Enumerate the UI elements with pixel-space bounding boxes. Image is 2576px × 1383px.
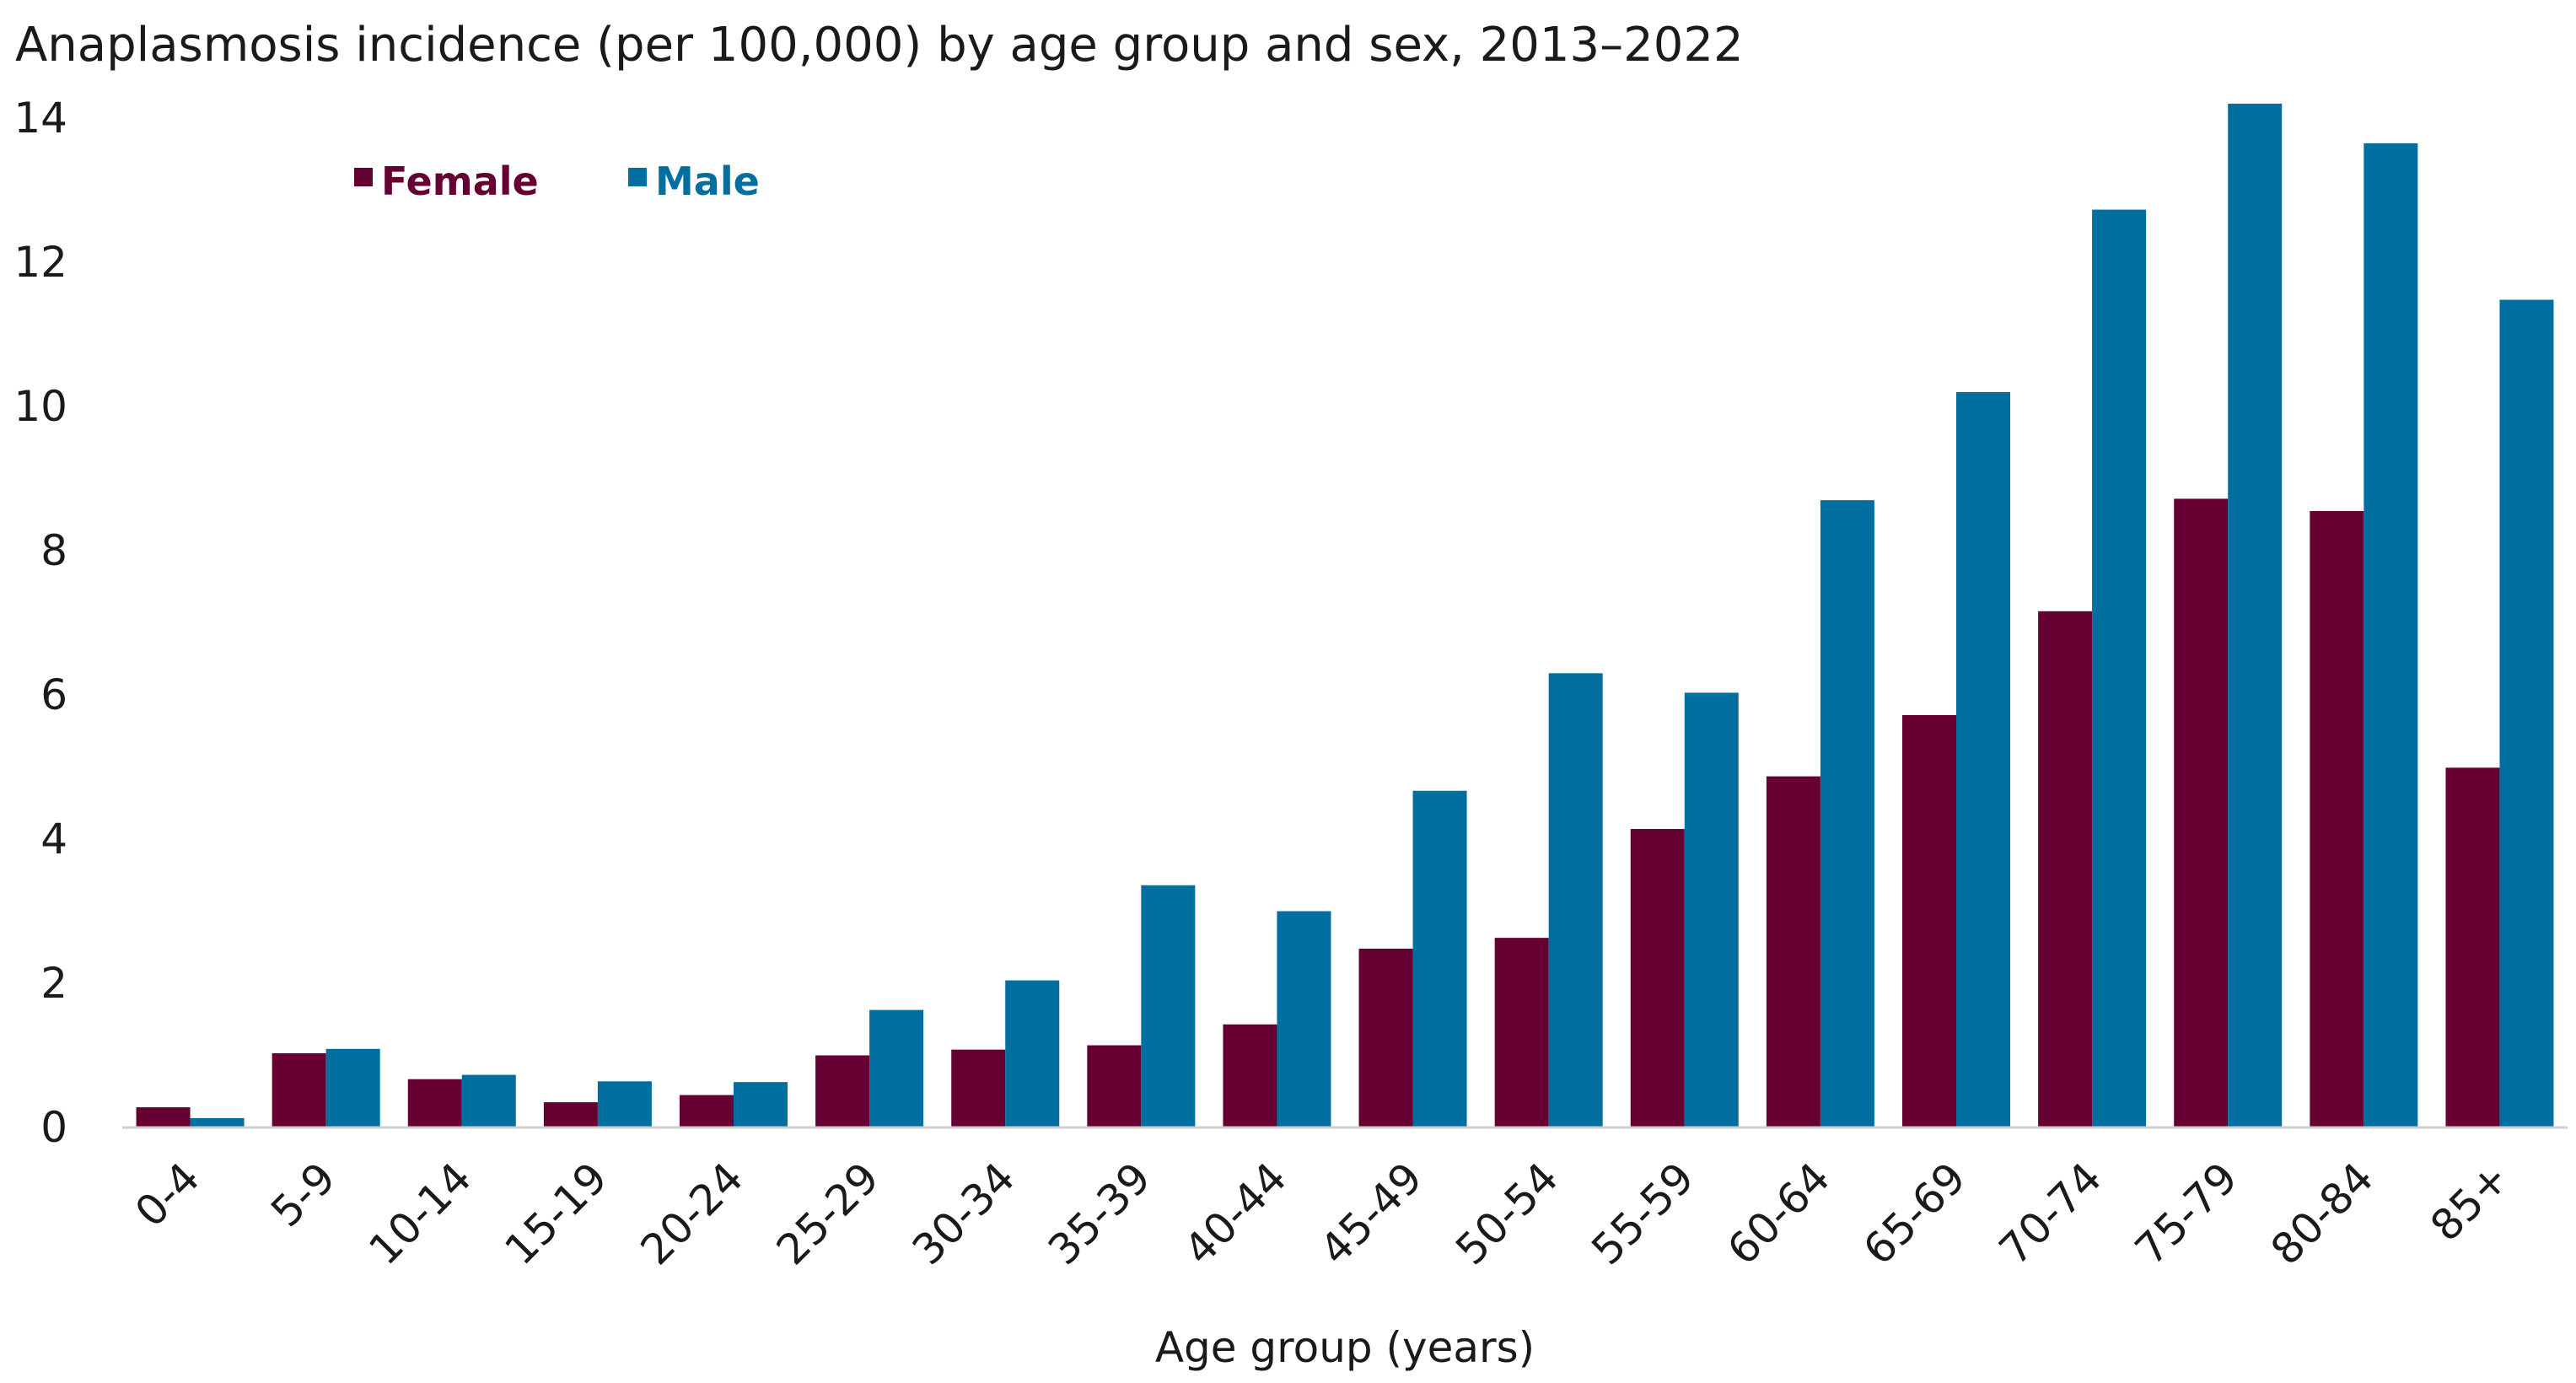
- bar-female-0-4: [136, 1107, 191, 1127]
- x-tick-label: 45-49: [1310, 1153, 1432, 1274]
- x-tick-label: 25-29: [767, 1153, 889, 1274]
- bar-male-25-29: [869, 1009, 924, 1127]
- bar-male-65-69: [1956, 391, 2010, 1127]
- legend-swatch-female: [354, 168, 373, 186]
- bar-female-40-44: [1223, 1024, 1277, 1127]
- bar-male-55-59: [1684, 692, 1739, 1127]
- x-tick-label: 80-84: [2261, 1153, 2383, 1274]
- y-tick-label: 10: [13, 382, 67, 431]
- bar-male-50-54: [1548, 673, 1603, 1127]
- bar-female-35-39: [1087, 1045, 1142, 1127]
- bar-female-70-74: [2038, 611, 2093, 1127]
- y-tick-label: 0: [40, 1103, 67, 1152]
- y-tick-label: 14: [13, 94, 67, 143]
- legend-swatch-male: [628, 168, 647, 186]
- y-tick-label: 4: [40, 815, 67, 864]
- bar-female-55-59: [1630, 829, 1685, 1127]
- legend: Female Male: [354, 159, 760, 204]
- bar-female-25-29: [815, 1055, 870, 1127]
- bar-female-75-79: [2174, 498, 2229, 1127]
- bar-female-5-9: [272, 1052, 326, 1127]
- y-tick-label: 2: [40, 959, 67, 1008]
- bars: [136, 103, 2554, 1128]
- x-tick-label: 15-19: [496, 1153, 617, 1274]
- bar-female-20-24: [680, 1095, 734, 1127]
- y-tick-label: 6: [40, 670, 67, 719]
- y-tick-label: 12: [13, 238, 67, 287]
- x-tick-label: 5-9: [261, 1153, 345, 1236]
- x-axis-ticks: 0-4 5-9 10-14 15-19 20-24 25-29 30-34 35-39 40-4…: [126, 1153, 2519, 1274]
- bar-female-80-84: [2310, 510, 2364, 1127]
- x-tick-label: 0-4: [126, 1153, 209, 1236]
- bar-male-10-14: [461, 1074, 516, 1127]
- bar-male-85+: [2499, 299, 2554, 1128]
- bar-male-15-19: [597, 1081, 652, 1127]
- x-tick-label: 20-24: [632, 1153, 753, 1274]
- y-axis-ticks: 0 2 4 6 8 10 12 14: [13, 94, 67, 1152]
- x-tick-label: 55-59: [1583, 1153, 1704, 1274]
- legend-label-male: Male: [655, 159, 760, 204]
- bar-male-20-24: [734, 1082, 788, 1127]
- bar-female-65-69: [1902, 714, 1956, 1127]
- x-tick-label: 30-34: [903, 1153, 1024, 1274]
- bar-male-45-49: [1412, 790, 1467, 1127]
- bar-female-85+: [2445, 767, 2500, 1127]
- bar-male-0-4: [190, 1117, 245, 1127]
- y-tick-label: 8: [40, 526, 67, 575]
- bar-male-5-9: [325, 1048, 380, 1127]
- legend-label-female: Female: [381, 159, 539, 204]
- bar-male-30-34: [1005, 980, 1060, 1127]
- x-tick-label: 50-54: [1446, 1153, 1568, 1274]
- bar-female-15-19: [543, 1102, 598, 1127]
- bar-male-70-74: [2092, 209, 2147, 1128]
- x-tick-label: 75-79: [2126, 1153, 2247, 1274]
- bar-male-75-79: [2228, 103, 2283, 1127]
- x-axis-label: Age group (years): [1155, 1323, 1535, 1372]
- x-tick-label: 60-64: [1718, 1153, 1840, 1274]
- chart-title: Anaplasmosis incidence (per 100,000) by …: [15, 18, 1744, 73]
- x-tick-label: 35-39: [1039, 1153, 1160, 1274]
- bar-female-60-64: [1766, 776, 1820, 1127]
- bar-female-10-14: [407, 1079, 462, 1127]
- bar-male-35-39: [1141, 885, 1196, 1127]
- x-tick-label: 65-69: [1854, 1153, 1976, 1274]
- bar-male-60-64: [1820, 500, 1874, 1127]
- x-tick-label: 10-14: [360, 1153, 481, 1274]
- bar-female-45-49: [1358, 948, 1413, 1127]
- bar-male-80-84: [2364, 143, 2418, 1127]
- bar-male-40-44: [1277, 911, 1331, 1127]
- x-tick-label: 40-44: [1175, 1153, 1296, 1274]
- x-tick-label: 70-74: [1990, 1153, 2111, 1274]
- bar-female-50-54: [1494, 938, 1549, 1127]
- bar-female-30-34: [951, 1049, 1006, 1127]
- x-tick-label: 85+: [2421, 1153, 2519, 1251]
